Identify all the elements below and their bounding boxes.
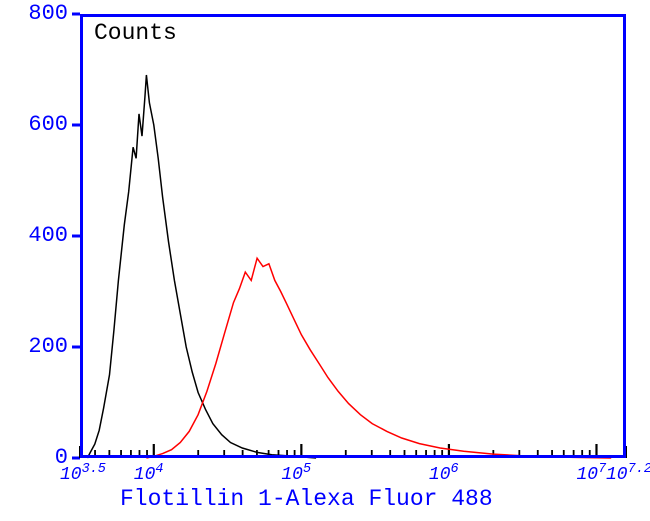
x-axis-label: Flotillin 1-Alexa Fluor 488 <box>120 486 493 512</box>
histogram-chart: 0200400600800Counts103.5104105106107107.… <box>0 0 650 521</box>
y-tick-label: 400 <box>28 223 68 248</box>
x-tick-label: 106 <box>429 462 459 485</box>
x-tick-label: 105 <box>281 462 311 485</box>
y-axis-label: Counts <box>94 20 177 46</box>
y-tick-label: 600 <box>28 112 68 137</box>
plot-frame <box>80 14 626 458</box>
x-tick-label: 107 <box>576 462 606 485</box>
x-tick-label: 107.2 <box>606 462 650 485</box>
y-tick-label: 200 <box>28 334 68 359</box>
y-tick-label: 800 <box>28 1 68 26</box>
x-tick-label: 104 <box>134 462 164 485</box>
x-tick-label: 103.5 <box>60 462 106 485</box>
